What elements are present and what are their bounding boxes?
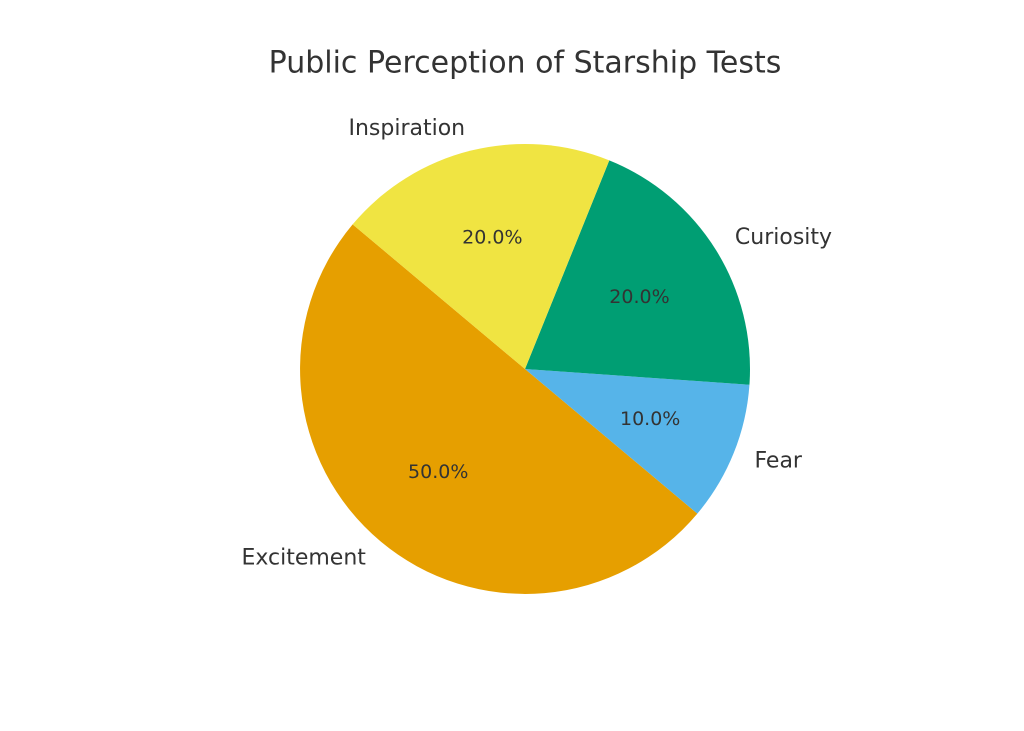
slice-label: Curiosity — [735, 225, 832, 250]
pie-slice — [525, 160, 750, 385]
chart-title: Public Perception of Starship Tests — [269, 46, 782, 81]
slice-label: Fear — [754, 449, 802, 474]
pie-slice — [352, 143, 610, 369]
slice-percent: 10.0% — [620, 408, 680, 430]
slice-percent: 20.0% — [609, 286, 669, 308]
slice-label: Excitement — [241, 546, 366, 571]
slice-label: Inspiration — [348, 116, 465, 141]
slice-percent: 20.0% — [462, 227, 522, 249]
pie-slice — [300, 224, 698, 594]
pie-slice — [525, 369, 750, 514]
slice-percent: 50.0% — [408, 461, 468, 483]
